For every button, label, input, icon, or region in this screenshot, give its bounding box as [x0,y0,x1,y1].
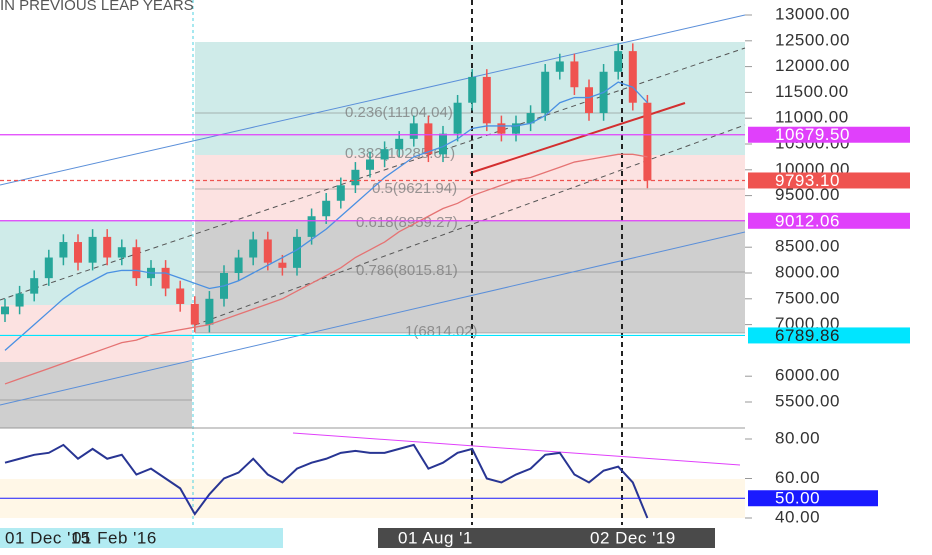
y-tick-label: 8500.00 [775,237,840,256]
candle-body [322,200,331,217]
candle-body [74,242,82,263]
series-line [4,443,649,519]
y-tick-label: 13000.00 [775,4,850,23]
price-tag [748,172,910,189]
candle-body [541,71,550,114]
candle-body [380,149,389,160]
price-tag-label: 9012.06 [775,211,840,230]
series-line [4,153,648,385]
candle-body [424,123,433,155]
time-label: 01 Aug '1 [398,528,473,547]
candle-body [176,288,185,304]
y-tick-label: 5500.00 [775,391,840,410]
y-tick-label: 9500.00 [775,185,840,204]
fib-zone [0,305,192,362]
fib-zone [0,362,192,428]
y-tick-label: 80.00 [775,428,820,447]
candle-body [161,267,170,289]
candle-body [395,138,404,150]
y-tick-label: 12000.00 [775,56,850,75]
y-tick-label: 6000.00 [775,366,840,385]
candle-body [497,123,506,134]
price-tag [748,126,910,143]
y-tick-label: 40.00 [775,507,820,526]
fib-label: 0.786(8015.81) [356,262,458,279]
price-tag-label: 50.00 [775,489,820,508]
dashed-line [194,124,746,326]
candle-body [1,306,9,315]
channel-line [0,14,746,186]
candle-body [59,242,68,258]
price-tag [748,212,910,229]
candle-body [555,61,564,72]
candle-body [482,76,491,124]
candle-body [351,169,360,186]
y-tick-label: 60.00 [775,468,820,487]
candle-body [117,247,126,258]
title: IN PREVIOUS LEAP YEARS [0,0,194,14]
candle-body [439,133,447,155]
candle-body [453,102,462,134]
candle-body [132,247,141,279]
price-tag-label: 10679.50 [775,125,850,144]
candle-body [263,239,272,263]
price-tag [748,327,910,344]
time-label: 01 Dec '15 [5,528,91,547]
candle-body [44,257,53,279]
candle-body [585,87,593,114]
y-tick-label: 12500.00 [775,30,850,49]
candle-body [307,216,316,237]
candle-body [336,185,345,201]
series-line [4,81,648,351]
candle-body [293,236,301,268]
price-tag [748,490,878,507]
candle-body [512,123,520,134]
candle-body [88,236,97,263]
time-label: 02 Dec '19 [590,528,676,547]
price-tag-label: 6789.86 [775,326,840,345]
fib-zone [195,220,745,333]
time-label: 01 Feb '16 [72,528,157,547]
fib-label: 0.618(8959.27) [356,214,458,231]
candle-body [249,239,258,258]
candle-body [570,61,579,88]
fib-zone [195,155,745,220]
candle-body [614,51,623,72]
price-tag-label: 9793.10 [775,171,840,190]
plot: 13000.00 12500.00 12000.00 11500.00 11000.00… [0,4,910,526]
candle-body [366,159,374,170]
candle-body [234,257,243,273]
candle-body [468,76,477,103]
y-tick-label: 7500.00 [775,288,840,307]
candle-body [205,298,214,325]
time-highlight [378,528,715,548]
candle-body [526,113,535,124]
candle-body [30,278,39,294]
candle-body [190,303,199,325]
y-tick-label: 11000.00 [775,108,849,127]
candle-body [278,262,287,268]
fib-label: 0.236(11104.04) [345,104,453,121]
y-tick-label: 11500.00 [775,82,849,101]
candle-body [15,293,24,307]
fib-label: 1(6814.02) [405,323,478,340]
rsi-trend-line [292,432,741,466]
y-tick-label: 8000.00 [775,262,840,281]
candle-body [103,236,112,258]
time-highlight [0,528,283,548]
fib-label: 0.5(9621.94) [372,180,457,197]
candle-body [409,123,418,139]
channel-line [0,231,746,406]
candle-body [628,51,637,103]
candle-body [643,102,652,181]
